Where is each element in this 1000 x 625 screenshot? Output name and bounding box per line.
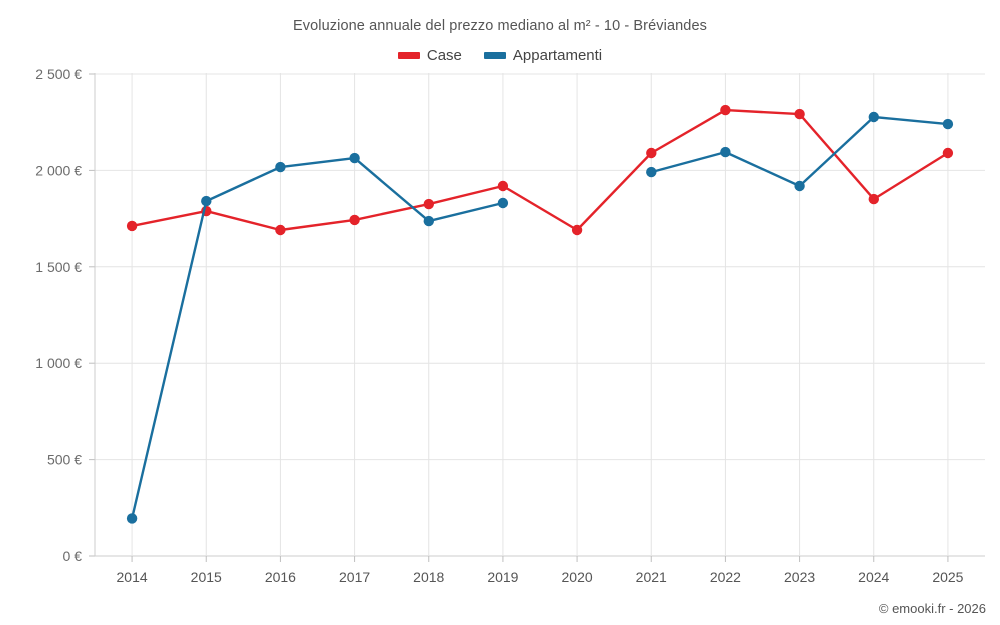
x-tick-label: 2017 <box>339 569 370 585</box>
data-point-appartamenti-2018[interactable] <box>423 215 434 227</box>
series-line-appartamenti <box>130 156 505 520</box>
data-point-appartamenti-2021[interactable] <box>646 166 657 178</box>
x-tick-label: 2024 <box>858 569 889 585</box>
data-point-case-2020[interactable] <box>571 224 583 236</box>
data-point-appartamenti-2015[interactable] <box>201 195 212 207</box>
chart-legend: Case Appartamenti <box>0 44 1000 66</box>
data-point-appartamenti-2022[interactable] <box>720 146 731 158</box>
legend-swatch-case <box>397 51 420 59</box>
x-tick-label: 2018 <box>413 569 444 585</box>
page-title: Evoluzione annuale del prezzo mediano al… <box>293 18 707 34</box>
y-tick-label: 2 500 € <box>35 66 82 82</box>
data-point-appartamenti-2024[interactable] <box>868 111 879 123</box>
data-point-appartamenti-2016[interactable] <box>275 161 286 173</box>
y-tick-label: 1 000 € <box>35 355 82 371</box>
y-tick-label: 500 € <box>47 452 82 468</box>
series-line-case <box>130 108 950 232</box>
legend-label-case: Case <box>426 46 462 64</box>
data-point-case-2019[interactable] <box>497 180 509 192</box>
data-point-case-2016[interactable] <box>275 224 286 236</box>
y-tick-label: 0 € <box>63 548 83 564</box>
y-tick-label: 2 000 € <box>35 162 82 178</box>
data-point-appartamenti-2023[interactable] <box>794 180 805 192</box>
data-point-case-2018[interactable] <box>423 198 434 210</box>
x-tick-label: 2014 <box>117 569 148 585</box>
legend-item-case[interactable]: Case <box>397 46 462 64</box>
data-series <box>126 104 954 524</box>
x-tick-label: 2021 <box>636 569 667 585</box>
x-tick-label: 2020 <box>562 569 593 585</box>
x-tick-label: 2019 <box>487 569 518 585</box>
data-point-case-2017[interactable] <box>349 214 360 226</box>
y-tick-label: 1 500 € <box>35 259 82 275</box>
x-tick-label: 2022 <box>710 569 741 585</box>
x-tick-label: 2015 <box>191 569 222 585</box>
x-tick-label: 2025 <box>932 569 963 585</box>
legend-label-appartamenti: Appartamenti <box>512 46 603 64</box>
data-point-case-2021[interactable] <box>646 147 657 159</box>
data-point-case-2022[interactable] <box>720 104 731 116</box>
data-point-appartamenti-2025[interactable] <box>942 118 954 130</box>
y-axis: 0 € 500 € 1 000 € 1 500 € 2 000 € 2 500 € <box>35 66 96 564</box>
x-axis: 2014 2015 2016 2017 2018 2019 2020 2021 2022 2023… <box>117 556 964 585</box>
legend-swatch-appartamenti <box>483 51 506 59</box>
data-point-case-2024[interactable] <box>868 193 879 205</box>
data-point-appartamenti-2014[interactable] <box>126 513 138 524</box>
x-tick-label: 2016 <box>265 569 296 585</box>
x-tick-label: 2023 <box>784 569 815 585</box>
data-point-case-2023[interactable] <box>794 108 805 120</box>
copyright-credit: © emooki.fr - 2026 <box>878 601 986 616</box>
legend-item-appartamenti[interactable]: Appartamenti <box>483 46 603 64</box>
data-point-appartamenti-2019[interactable] <box>497 197 509 209</box>
data-point-case-2014[interactable] <box>126 220 138 232</box>
gridlines <box>95 73 985 557</box>
data-point-case-2025[interactable] <box>942 147 954 159</box>
data-point-appartamenti-2017[interactable] <box>349 152 360 164</box>
